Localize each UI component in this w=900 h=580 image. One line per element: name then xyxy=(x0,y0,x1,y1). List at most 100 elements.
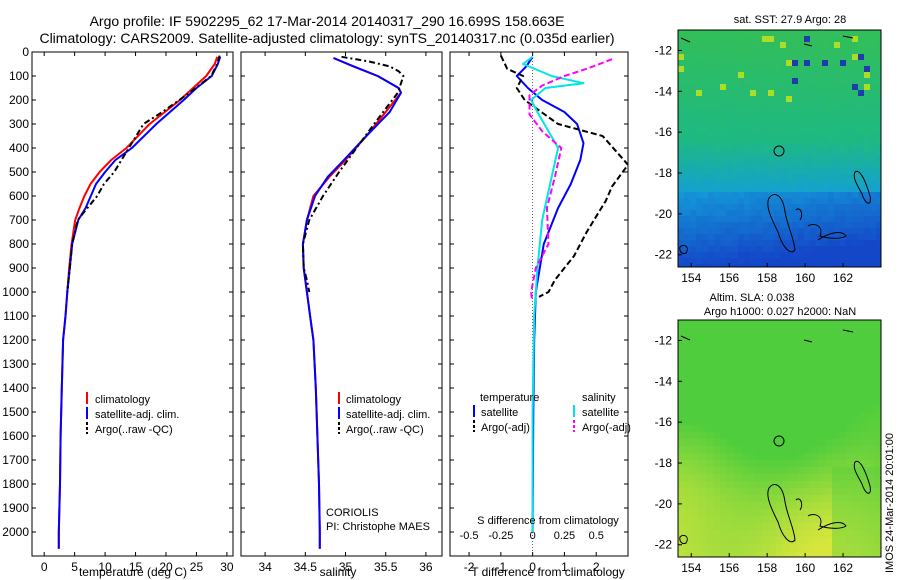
sla-cell xyxy=(839,439,846,446)
sla-cell xyxy=(685,418,692,425)
sst-cell xyxy=(732,192,738,198)
sla-cell xyxy=(839,467,846,474)
sla-cell xyxy=(790,544,797,551)
sla-cell xyxy=(713,509,720,516)
map-x-tick-label: 162 xyxy=(833,271,853,285)
sst-cell xyxy=(738,162,744,168)
sla-cell xyxy=(818,425,825,432)
sst-cell xyxy=(708,126,714,132)
sst-cell xyxy=(684,210,690,216)
sst-cell xyxy=(702,48,708,54)
sla-cell xyxy=(720,460,727,467)
sst-cell xyxy=(780,126,786,132)
sst-cell xyxy=(744,222,750,228)
argo-position-marker xyxy=(773,145,785,157)
sla-cell xyxy=(804,453,811,460)
sst-cell xyxy=(732,144,738,150)
sla-cell xyxy=(825,509,832,516)
sst-cell xyxy=(744,144,750,150)
sst-cell xyxy=(816,222,822,228)
sla-cell xyxy=(776,418,783,425)
sla-cell xyxy=(748,467,755,474)
sst-cell xyxy=(786,144,792,150)
sst-cell xyxy=(768,162,774,168)
series-line-satellite-adj-clim- xyxy=(57,56,222,549)
sst-cell xyxy=(798,180,804,186)
sst-cell xyxy=(696,156,702,162)
map-y-tick-label: -20 xyxy=(655,497,673,511)
sst-cell xyxy=(708,138,714,144)
sla-cell xyxy=(825,488,832,495)
sst-cell xyxy=(774,30,780,36)
sst-cell xyxy=(720,198,726,204)
sla-cell xyxy=(776,474,783,481)
y-tick-label: 1400 xyxy=(2,381,29,395)
sst-cell xyxy=(714,102,720,108)
sla-cell xyxy=(769,551,776,557)
sst-cell xyxy=(720,60,726,66)
sla-cell xyxy=(762,432,769,439)
sst-cell xyxy=(870,48,876,54)
sst-cell xyxy=(804,198,810,204)
sla-cell xyxy=(846,551,853,557)
sst-cell xyxy=(732,150,738,156)
sst-cell xyxy=(756,138,762,144)
sst-cell xyxy=(822,162,828,168)
sla-map-title-line2: Argo h1000: 0.027 h2000: NaN xyxy=(704,306,856,318)
sla-cell xyxy=(860,369,867,376)
sla-cell xyxy=(706,467,713,474)
sla-cell xyxy=(727,439,734,446)
sst-cell xyxy=(810,36,816,42)
sla-cell xyxy=(860,376,867,383)
sla-cell xyxy=(734,509,741,516)
sst-cell xyxy=(750,54,756,60)
sst-cell xyxy=(774,186,780,192)
sst-cell xyxy=(762,138,768,144)
sst-cell xyxy=(846,30,852,36)
sst-cell xyxy=(846,246,852,252)
sst-cell xyxy=(702,54,708,60)
sla-cell xyxy=(818,376,825,383)
sst-cell xyxy=(768,210,774,216)
sst-cell xyxy=(750,228,756,234)
sst-cell xyxy=(870,138,876,144)
sst-cell xyxy=(840,30,846,36)
sla-cell xyxy=(762,334,769,341)
sst-cell xyxy=(732,48,738,54)
sla-cell xyxy=(699,397,706,404)
sla-cell xyxy=(755,502,762,509)
sla-cell xyxy=(783,460,790,467)
sst-cell xyxy=(828,186,834,192)
sst-cell xyxy=(846,258,852,264)
sla-cell xyxy=(727,418,734,425)
sla-cell xyxy=(734,397,741,404)
legend-label-climatology: climatology xyxy=(346,394,402,406)
y-tick-label: 600 xyxy=(9,189,29,203)
sst-cell xyxy=(822,174,828,180)
sla-cell xyxy=(769,362,776,369)
y-tick-label: 300 xyxy=(9,117,29,131)
sst-cell xyxy=(828,150,834,156)
sla-cell xyxy=(804,327,811,334)
sst-cell xyxy=(852,114,858,120)
sla-cell xyxy=(825,551,832,557)
sst-cell xyxy=(768,102,774,108)
sst-cell xyxy=(678,78,684,84)
sst-cell xyxy=(810,66,816,72)
sst-cell xyxy=(810,198,816,204)
sla-cell xyxy=(692,544,699,551)
sst-cell xyxy=(732,258,738,264)
sla-cell xyxy=(692,432,699,439)
sst-cell xyxy=(678,150,684,156)
sst-cell xyxy=(834,162,840,168)
sla-cell xyxy=(797,481,804,488)
sla-cell xyxy=(818,404,825,411)
sst-cell xyxy=(768,186,774,192)
sst-cell xyxy=(780,66,786,72)
sst-cell xyxy=(714,222,720,228)
sla-cell xyxy=(832,376,839,383)
sst-cell xyxy=(846,102,852,108)
sst-cell xyxy=(732,120,738,126)
x-tick-label: 1 xyxy=(561,560,568,574)
sst-cell xyxy=(786,114,792,120)
